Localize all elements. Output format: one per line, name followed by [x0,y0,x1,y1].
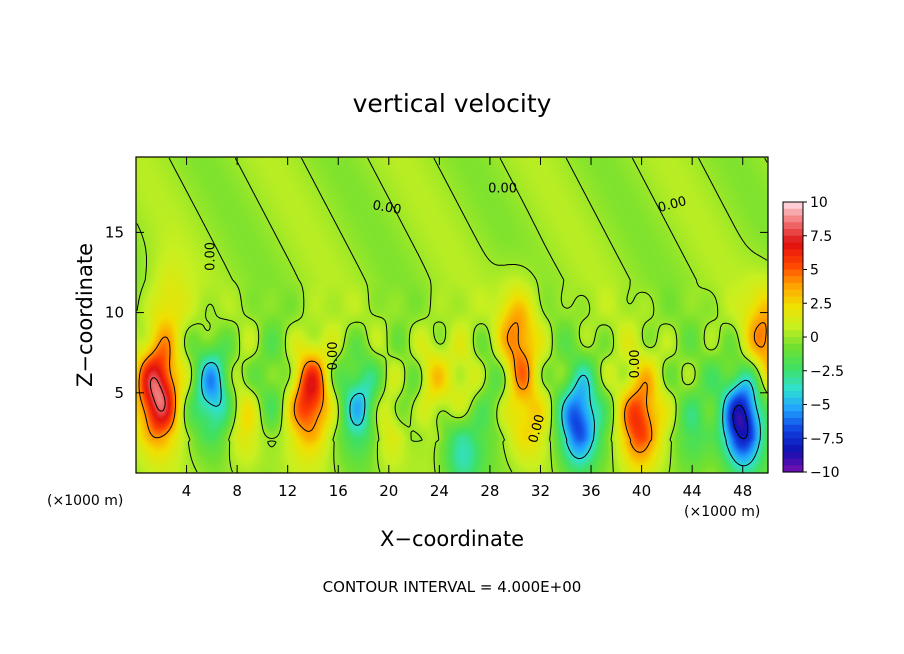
colorbar-band [783,458,803,466]
contour-label: 0.00 [371,198,402,218]
colorbar-band [783,208,803,217]
colorbar-tick-label: −2.5 [810,364,844,380]
colorbar-tick-label: 2.5 [810,296,832,312]
colorbar-band [783,323,803,331]
colorbar-band [783,357,803,365]
x-tick-label: 16 [329,482,348,500]
colorbar-band [783,397,803,406]
colorbar-labels: 10 7.5 5 2.5 0 −2.5 −5 −7.5 −10 [803,195,844,481]
colorbar-band [783,310,803,318]
colorbar-band [783,343,803,352]
colorbar-band [783,202,803,210]
contour-line-level-0 [136,157,768,473]
colorbar-tick-label: 5 [810,263,819,279]
colorbar-band [783,249,803,257]
colorbar-tick-label: −10 [810,465,840,481]
x-tick-label: 8 [232,482,242,500]
y-tick-label: 10 [105,304,124,322]
x-tick-label: 36 [581,482,600,500]
y-tick-label: 5 [114,384,124,402]
x-tick-label: 24 [430,482,449,500]
colorbar-band [783,411,803,419]
colorbar-band [783,418,803,426]
x-tick-label: 48 [733,482,752,500]
contour-interval-note: CONTOUR INTERVAL = 4.000E+00 [323,578,582,596]
colorbar-band [783,330,803,338]
contour-label: 0.00 [526,413,548,445]
colorbar-band [783,350,803,358]
colorbar-tick-label: −5 [810,398,831,414]
y-axis-ticks: 5 10 15 [105,223,768,402]
colorbar-band [783,391,803,399]
x-axis-ticks: 4 8 12 16 20 24 28 32 36 40 44 48 [182,157,752,500]
y-axis-title: Z−coordinate [73,243,97,387]
contour-line-level-8 [149,377,166,412]
colorbar-band [783,337,803,345]
contour-lines [136,157,768,473]
colorbar-band [783,404,803,412]
colorbar-tick-label: −7.5 [810,431,844,447]
x-axis-origin-unit: (×1000 m) [47,493,123,509]
colorbar-band [783,242,803,250]
contour-label: 0.00 [203,242,218,271]
colorbar-band [783,424,803,433]
colorbar-band [783,215,803,223]
contour-line-level--8 [732,404,749,440]
x-tick-label: 32 [531,482,550,500]
contour-label: 0.00 [488,181,517,196]
x-tick-label: 4 [182,482,192,500]
colorbar-tick-label: 7.5 [810,229,832,245]
contour-label: 0.00 [326,341,341,370]
colorbar-band [783,222,803,230]
colorbar-band [783,235,803,244]
colorbar-tick-label: 10 [810,195,828,211]
y-tick-label: 15 [105,223,124,241]
colorbar-band [783,303,803,311]
x-tick-label: 20 [379,482,398,500]
contour-label: 0.00 [628,349,643,378]
x-tick-label: 44 [683,482,702,500]
x-tick-label: 12 [278,482,297,500]
colorbar-band [783,283,803,291]
colorbar-band [783,465,803,473]
colorbar-band [783,364,803,372]
x-axis-title: X−coordinate [380,527,524,551]
colorbar-band [783,229,803,237]
colorbar-band [783,256,803,264]
x-tick-label: 28 [480,482,499,500]
contour-line-level--4 [201,362,761,467]
colorbar-tick-label: 0 [810,330,819,346]
x-axis-unit: (×1000 m) [684,504,760,520]
colorbar-band [783,451,803,460]
colorbar-band [783,370,803,379]
colorbar-band [783,276,803,284]
colorbar-band [783,438,803,446]
chart-title: vertical velocity [353,89,552,118]
velocity-field [136,157,768,473]
colorbar-band [783,445,803,453]
colorbar-band [783,384,803,392]
contour-label: 0.00 [656,194,688,216]
x-tick-label: 40 [632,482,651,500]
colorbar-band [783,296,803,304]
colorbar-band [783,431,803,439]
plot-area [136,157,768,473]
colorbar-band [783,262,803,271]
colorbar-band [783,269,803,277]
contour-line-level-4 [138,322,767,453]
colorbar-band [783,377,803,385]
colorbar-band [783,316,803,325]
plot-frame [135,156,769,474]
colorbar [782,201,804,473]
colorbar-band [783,289,803,298]
contour-label-group: 0.00 0.00 0.00 0.00 0.00 0.00 0.00 [203,181,688,444]
